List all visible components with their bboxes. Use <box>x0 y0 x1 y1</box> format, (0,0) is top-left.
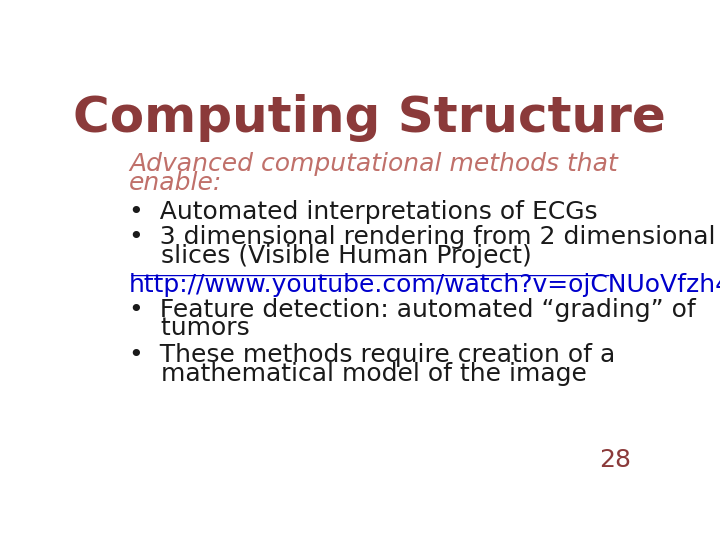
Text: Advanced computational methods that: Advanced computational methods that <box>129 152 618 176</box>
Text: http://www.youtube.com/watch?v=ojCNUoVfzh4: http://www.youtube.com/watch?v=ojCNUoVfz… <box>129 273 720 296</box>
Text: mathematical model of the image: mathematical model of the image <box>129 362 587 386</box>
Text: •  Feature detection: automated “grading” of: • Feature detection: automated “grading”… <box>129 298 696 322</box>
Text: enable:: enable: <box>129 171 222 195</box>
Text: 28: 28 <box>599 448 631 472</box>
Text: •  3 dimensional rendering from 2 dimensional: • 3 dimensional rendering from 2 dimensi… <box>129 225 716 249</box>
Text: •  Automated interpretations of ECGs: • Automated interpretations of ECGs <box>129 200 598 224</box>
Text: tumors: tumors <box>129 316 250 340</box>
Text: •  These methods require creation of a: • These methods require creation of a <box>129 343 616 367</box>
Text: Computing Structure: Computing Structure <box>73 94 665 142</box>
Text: slices (Visible Human Project): slices (Visible Human Project) <box>129 244 532 268</box>
